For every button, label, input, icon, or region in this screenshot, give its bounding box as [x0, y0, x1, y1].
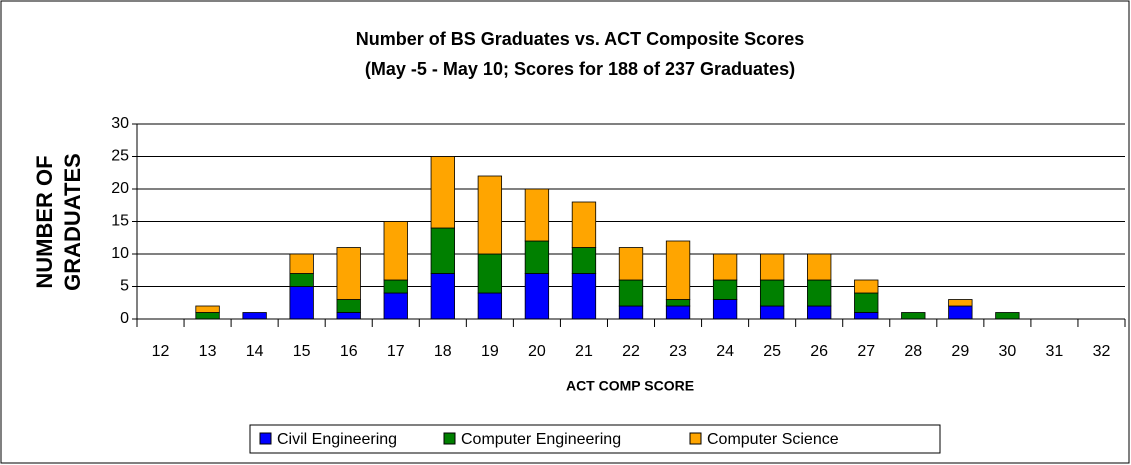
- bar-segment: [665, 299, 691, 307]
- bar-segment: [383, 292, 408, 320]
- bar-segment: [807, 253, 832, 281]
- x-tick-label: 23: [669, 343, 687, 360]
- bar-segment: [430, 273, 455, 320]
- chart-title: Number of BS Graduates vs. ACT Composite…: [356, 29, 804, 49]
- x-tick-label: 32: [1093, 343, 1111, 360]
- bar-segment: [477, 253, 503, 294]
- bar-segment: [524, 188, 550, 242]
- bar-segment: [383, 279, 408, 294]
- bar-segment: [712, 253, 738, 281]
- x-tick-label: 18: [434, 343, 452, 360]
- x-tick-label: 22: [622, 343, 640, 360]
- legend-swatch: [689, 432, 702, 445]
- bar-segment: [618, 305, 644, 320]
- bar-segment: [807, 305, 832, 320]
- bar-segment: [759, 305, 785, 320]
- x-tick-label: 17: [387, 343, 405, 360]
- bar-segment: [854, 292, 879, 313]
- bar-segment: [336, 312, 361, 320]
- legend-swatch: [443, 432, 456, 445]
- bar-segment: [759, 279, 785, 307]
- bar-segment: [618, 247, 644, 281]
- bar-segment: [995, 312, 1020, 320]
- x-tick-label: 26: [810, 343, 828, 360]
- x-tick-label: 13: [199, 343, 217, 360]
- y-tick-label: 15: [111, 213, 129, 230]
- bar-segment: [948, 305, 973, 320]
- bar-segment: [901, 312, 926, 320]
- bar-segment: [807, 279, 832, 307]
- bar-segment: [195, 312, 220, 320]
- bar-segment: [571, 273, 597, 320]
- legend-label: Computer Engineering: [461, 431, 621, 448]
- bar-segment: [854, 279, 879, 294]
- legend-label: Civil Engineering: [277, 431, 397, 448]
- x-tick-label: 21: [575, 343, 593, 360]
- legend-label: Computer Science: [707, 431, 839, 448]
- bar-segment: [759, 253, 785, 281]
- y-tick-label: 5: [120, 278, 129, 295]
- legend-box: [249, 424, 941, 454]
- bar-segment: [430, 227, 455, 274]
- x-tick-label: 16: [340, 343, 358, 360]
- x-tick-label: 12: [152, 343, 170, 360]
- bar-segment: [195, 305, 220, 313]
- bar-segment: [948, 299, 973, 307]
- bar-segment: [430, 156, 455, 229]
- bar-segment: [854, 312, 879, 320]
- bar-segment: [289, 273, 314, 287]
- y-tick-label: 10: [111, 245, 129, 262]
- bar-segment: [477, 175, 503, 255]
- x-tick-label: 29: [951, 343, 969, 360]
- chart-subtitle: (May -5 - May 10; Scores for 188 of 237 …: [365, 59, 795, 79]
- bar-segment: [336, 299, 361, 313]
- y-tick-label: 0: [120, 310, 129, 327]
- bar-segment: [571, 247, 597, 274]
- x-tick-label: 14: [246, 343, 264, 360]
- bar-segment: [665, 240, 691, 300]
- bar-segment: [289, 253, 314, 274]
- x-tick-label: 25: [763, 343, 781, 360]
- bar-segment: [524, 273, 550, 320]
- x-tick-label: 31: [1046, 343, 1064, 360]
- y-tick-label: 30: [111, 115, 129, 132]
- y-tick-label: 25: [111, 148, 129, 165]
- y-axis-title: GRADUATES: [60, 153, 85, 291]
- bar-segment: [524, 240, 550, 274]
- x-tick-label: 24: [716, 343, 734, 360]
- bar-segment: [383, 221, 408, 281]
- bar-segment: [336, 247, 361, 300]
- x-tick-label: 30: [998, 343, 1016, 360]
- bar-segment: [712, 299, 738, 320]
- bar-segment: [477, 292, 503, 320]
- bar-segment: [618, 279, 644, 307]
- y-axis-title: NUMBER OF: [32, 155, 57, 288]
- x-axis-title: ACT COMP SCORE: [566, 378, 694, 394]
- bar-segment: [242, 312, 267, 320]
- bar-segment: [289, 286, 314, 320]
- bar-segment: [712, 279, 738, 300]
- x-tick-label: 27: [857, 343, 875, 360]
- legend-swatch: [259, 432, 272, 445]
- x-tick-label: 19: [481, 343, 499, 360]
- x-tick-label: 15: [293, 343, 311, 360]
- y-tick-label: 20: [111, 180, 129, 197]
- bar-segment: [665, 305, 691, 320]
- x-tick-label: 20: [528, 343, 546, 360]
- x-tick-label: 28: [904, 343, 922, 360]
- bar-segment: [571, 201, 597, 248]
